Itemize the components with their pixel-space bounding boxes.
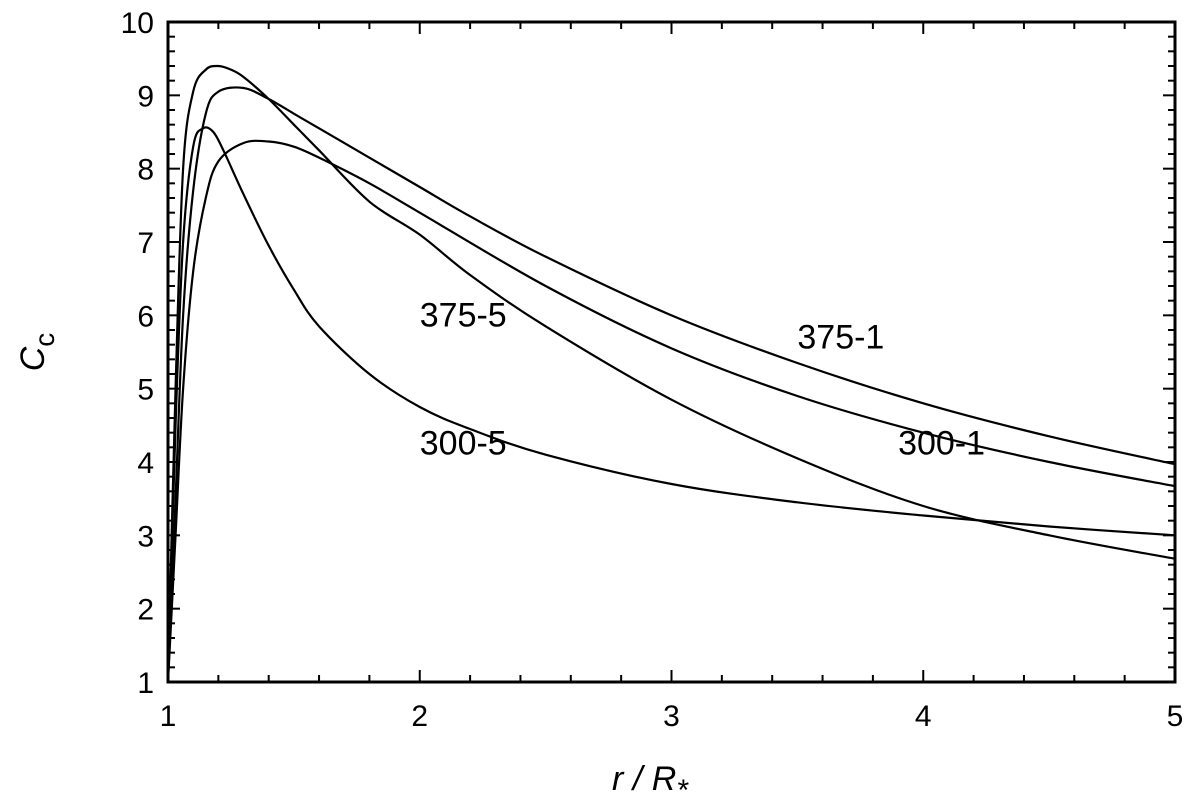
curve-label-375-1: 375-1 — [797, 318, 884, 356]
x-tick-label: 4 — [915, 700, 932, 733]
curve-label-300-5: 300-5 — [420, 425, 507, 463]
x-axis-label-subscript: * — [676, 774, 689, 806]
ticks — [167, 21, 1176, 683]
y-tick-label: 6 — [137, 300, 154, 333]
y-axis-label: Cc — [14, 333, 60, 372]
x-tick-label: 5 — [1167, 700, 1184, 733]
series-line-300-5 — [166, 126, 1176, 683]
curve-label-300-1: 300-1 — [898, 425, 985, 463]
y-tick-label: 5 — [137, 374, 154, 407]
x-tick-label: 2 — [411, 700, 428, 733]
y-tick-label: 10 — [121, 7, 154, 40]
curve-label-375-5: 375-5 — [420, 296, 507, 334]
y-tick-label: 9 — [137, 80, 154, 113]
tick-labels: 1 2 3 4 5 1 2 3 4 5 6 7 8 9 10 — [121, 7, 1184, 733]
y-tick-label: 4 — [137, 447, 154, 480]
x-axis-label: r / R* — [612, 760, 689, 806]
x-tick-label: 1 — [160, 700, 177, 733]
series-line-375-5 — [166, 64, 1176, 683]
y-tick-label: 3 — [137, 520, 154, 553]
x-tick-label: 3 — [663, 700, 680, 733]
y-tick-label: 1 — [137, 667, 154, 700]
plot-frame — [166, 20, 1177, 684]
y-axis-label-subscript: c — [29, 333, 60, 347]
y-tick-label: 7 — [137, 227, 154, 260]
y-tick-label: 8 — [137, 154, 154, 187]
annotations: 375-5 375-1 300-5 300-1 — [420, 296, 985, 462]
series-line-300-1 — [166, 139, 1176, 683]
y-tick-label: 2 — [137, 594, 154, 627]
series-line-375-1 — [166, 86, 1176, 683]
curves — [166, 64, 1176, 683]
